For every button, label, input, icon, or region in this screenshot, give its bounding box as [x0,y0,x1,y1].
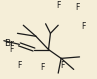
Text: F: F [81,22,86,31]
Text: Br: Br [4,39,14,48]
Text: F: F [17,61,22,70]
Text: F: F [40,63,45,72]
Text: F: F [9,45,14,54]
Text: F: F [76,3,80,12]
Text: F: F [56,1,60,10]
Text: F: F [60,61,65,70]
